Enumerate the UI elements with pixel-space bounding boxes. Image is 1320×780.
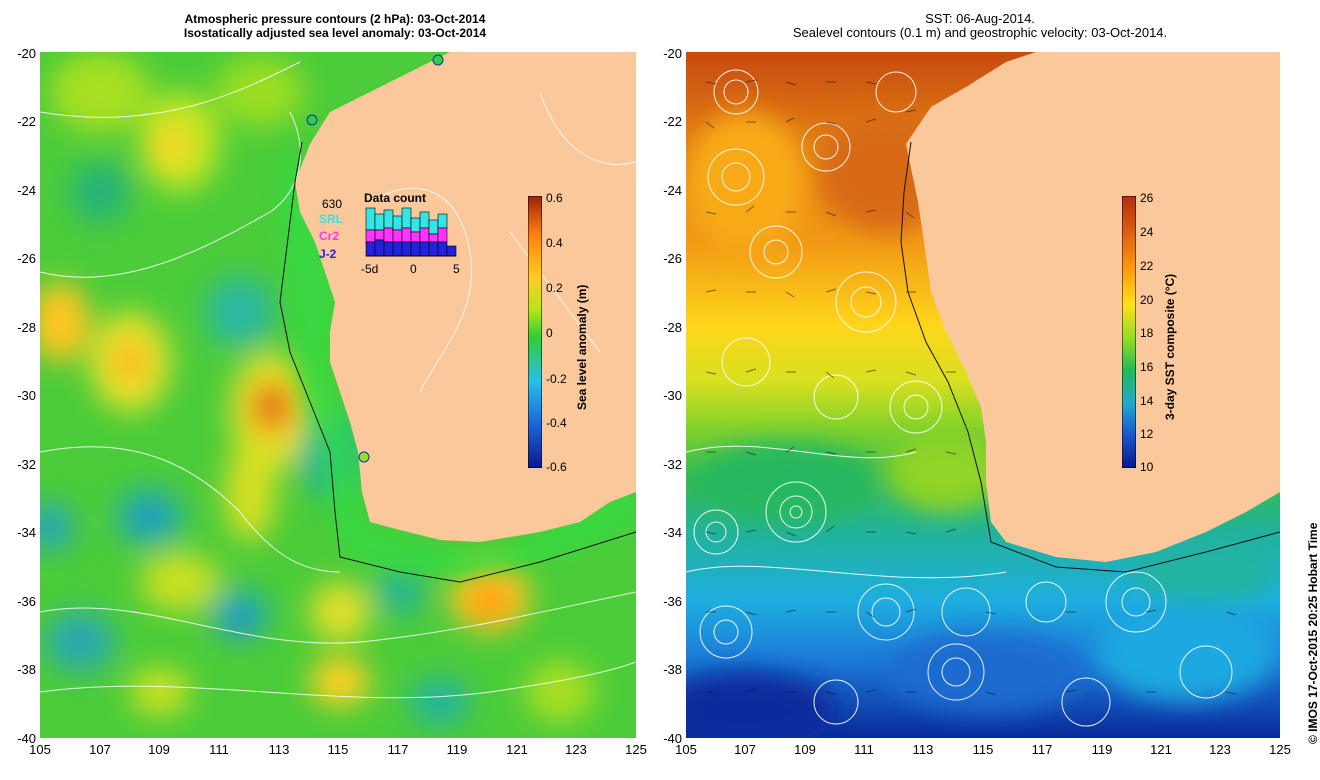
x-tick: 125 [625, 742, 647, 757]
y-tick: -20 [663, 46, 682, 61]
sst-colorbar-title: 3-day SST composite (°C) [1163, 273, 1177, 420]
cb-tick: 10 [1140, 460, 1154, 474]
cb-tick: 20 [1140, 293, 1154, 307]
left-panel-title: Atmospheric pressure contours (2 hPa): 0… [150, 12, 520, 40]
x-tick: 111 [209, 742, 229, 757]
y-tick: -34 [17, 525, 36, 540]
x-tick: 119 [1091, 742, 1113, 757]
cb-tick: 12 [1140, 427, 1154, 441]
y-tick: -30 [17, 388, 36, 403]
cb-tick: 0 [546, 326, 553, 340]
dc-xtick: 0 [410, 262, 417, 276]
cb-tick: 18 [1140, 326, 1154, 340]
y-tick: -26 [663, 251, 682, 266]
x-tick: 121 [506, 742, 528, 757]
x-tick: 119 [446, 742, 468, 757]
cb-tick: 0.4 [546, 236, 563, 250]
y-tick: -34 [663, 525, 682, 540]
y-tick: -28 [663, 320, 682, 335]
y-tick: -40 [663, 731, 682, 746]
left-title-line1: Atmospheric pressure contours (2 hPa): 0… [184, 12, 486, 26]
x-tick: 105 [675, 742, 697, 757]
legend-srl: SRL [319, 212, 343, 226]
cb-tick: 26 [1140, 191, 1154, 205]
x-tick: 113 [912, 742, 934, 757]
cb-tick: -0.4 [546, 416, 567, 430]
data-count-max: 630 [322, 197, 343, 211]
x-tick: 123 [1209, 742, 1231, 757]
cb-tick: 22 [1140, 259, 1154, 273]
x-tick: 107 [734, 742, 756, 757]
y-tick: -40 [17, 731, 36, 746]
x-tick: 123 [565, 742, 587, 757]
y-tick: -32 [663, 457, 682, 472]
cb-tick: 14 [1140, 394, 1154, 408]
credit-text: © IMOS 17-Oct-2015 20:25 Hobart Time [1306, 522, 1320, 744]
right-title-line1: SST: 06-Aug-2014. [925, 11, 1035, 26]
sla-colorbar-title: Sea level anomaly (m) [575, 284, 589, 410]
y-tick: -38 [663, 662, 682, 677]
y-tick: -24 [663, 183, 682, 198]
y-tick: -38 [17, 662, 36, 677]
dc-xtick: 5 [453, 262, 460, 276]
right-map-sst [686, 52, 1280, 738]
legend-cr2: Cr2 [319, 229, 340, 243]
x-tick: 109 [794, 742, 816, 757]
cb-tick: -0.6 [546, 460, 567, 474]
x-tick: 111 [854, 742, 874, 757]
cb-tick: 0.2 [546, 281, 563, 295]
y-tick: -32 [17, 457, 36, 472]
y-tick: -36 [663, 594, 682, 609]
left-title-line2: Isostatically adjusted sea level anomaly… [183, 26, 487, 40]
y-tick: -36 [17, 594, 36, 609]
y-tick: -24 [17, 183, 36, 198]
left-map-sla [40, 52, 636, 738]
x-tick: 121 [1150, 742, 1172, 757]
x-tick: 113 [268, 742, 290, 757]
cb-tick: -0.2 [546, 372, 567, 386]
y-tick: -20 [17, 46, 36, 61]
y-tick: -22 [17, 114, 36, 129]
x-tick: 115 [327, 742, 349, 757]
y-tick: -30 [663, 388, 682, 403]
x-tick: 125 [1269, 742, 1291, 757]
right-panel-title: SST: 06-Aug-2014. Sealevel contours (0.1… [700, 12, 1260, 40]
x-tick: 117 [387, 742, 409, 757]
data-count-histogram [365, 207, 457, 257]
x-tick: 117 [1031, 742, 1053, 757]
x-tick: 107 [89, 742, 111, 757]
cb-tick: 24 [1140, 225, 1154, 239]
legend-j2: J-2 [319, 247, 337, 261]
x-tick: 105 [29, 742, 51, 757]
x-tick: 109 [148, 742, 170, 757]
x-tick: 115 [972, 742, 994, 757]
dc-xtick: -5d [361, 262, 379, 276]
cb-tick: 16 [1140, 360, 1154, 374]
data-count-title: Data count [364, 191, 427, 205]
cb-tick: 0.6 [546, 191, 563, 205]
sla-colorbar [528, 196, 542, 468]
y-tick: -28 [17, 320, 36, 335]
y-tick: -22 [663, 114, 682, 129]
sst-colorbar [1122, 196, 1136, 468]
right-title-line2: Sealevel contours (0.1 m) and geostrophi… [792, 25, 1168, 40]
y-tick: -26 [17, 251, 36, 266]
